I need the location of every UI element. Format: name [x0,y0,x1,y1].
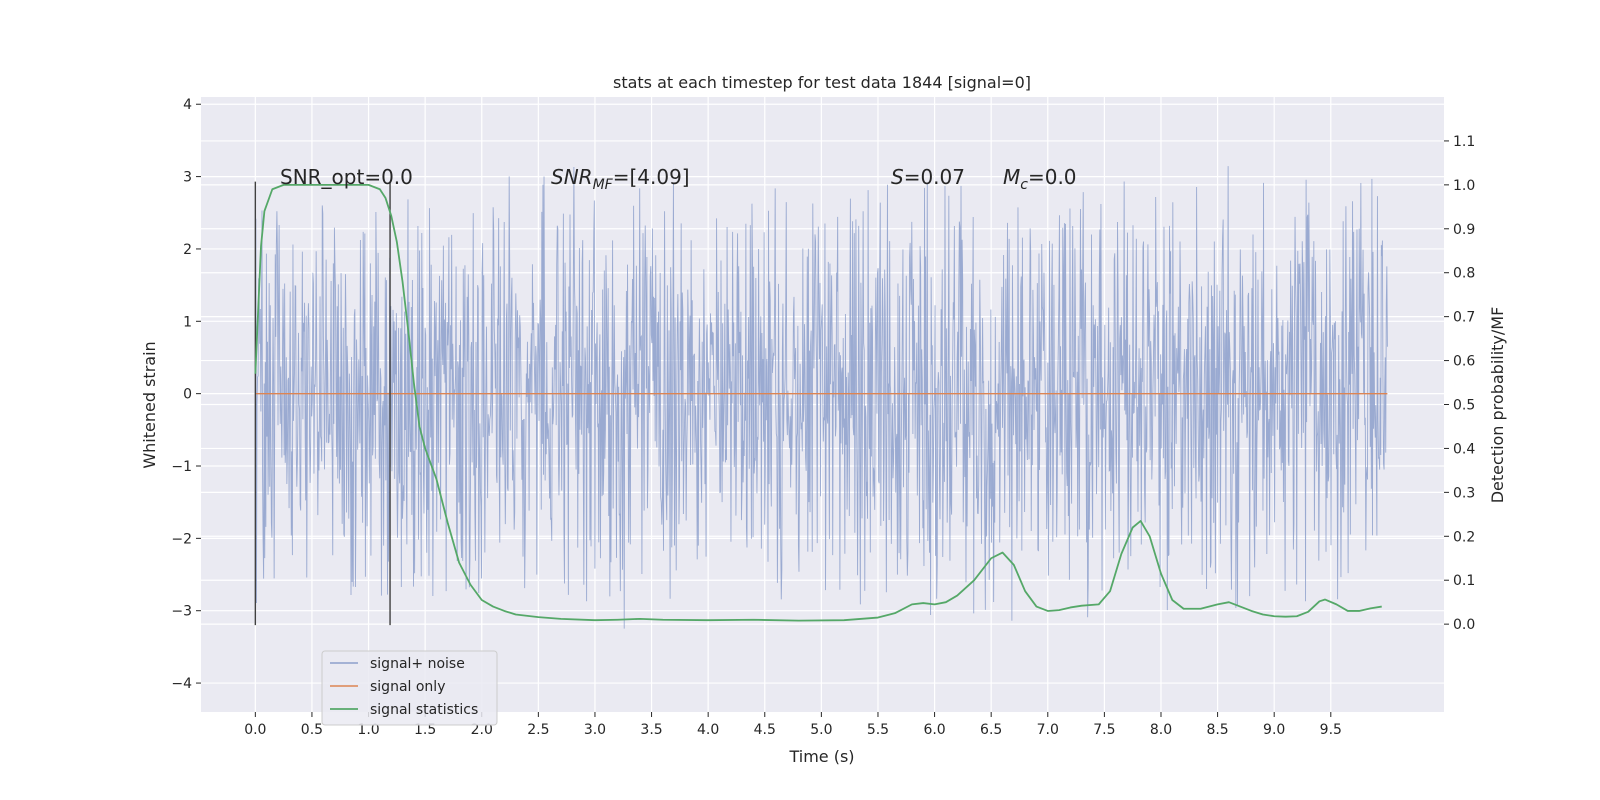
y-axis-ticks: 4 3 2 1 0 −1 −2 −3 −4 [171,97,201,692]
annotation-s-symbol: S [891,165,904,189]
annotation-mc-sub: c [1020,177,1028,193]
y-tick-label: 4 [183,97,192,113]
y-right-tick-label: 0.0 [1453,617,1475,633]
x-tick-label: 7.0 [1037,722,1059,738]
y-right-tick-label: 0.8 [1453,266,1475,282]
y-right-tick-label: 0.6 [1453,354,1475,370]
vertical-markers [254,181,391,626]
annotation-snr-opt: SNR_opt=0.0 [280,165,413,189]
y-right-tick-label: 1.1 [1453,134,1475,150]
x-tick-label: 7.5 [1093,722,1115,738]
x-tick-label: 9.5 [1320,722,1342,738]
annotation-s-value: =0.07 [904,165,965,189]
x-tick-label: 5.5 [867,722,889,738]
legend-box [321,650,498,726]
annotation-s: S=0.07 [891,165,965,189]
annotation-snr-mf-symbol: SNR [551,165,593,189]
x-tick-label: 3.0 [584,722,606,738]
x-tick-label: 0.0 [244,722,266,738]
x-tick-label: 4.5 [754,722,776,738]
x-tick-label: 6.5 [980,722,1002,738]
annotation-mc-value: =0.0 [1028,165,1077,189]
legend: signal+ noise signal only signal statist… [321,650,498,726]
x-tick-label: 4.0 [697,722,719,738]
y-right-axis-label: Detection probability/MF [1488,307,1507,504]
y-tick-label: −4 [171,676,192,692]
annotation-snr-mf-sub: MF [593,177,614,193]
legend-label-signal-statistics: signal statistics [370,702,478,718]
x-tick-label: 1.5 [414,722,436,738]
y-right-tick-label: 0.1 [1453,573,1475,589]
annotation-mc-symbol: M [1003,165,1020,189]
x-tick-label: 0.5 [301,722,323,738]
x-tick-label: 8.5 [1206,722,1228,738]
y-tick-label: 3 [183,170,192,186]
series-signal-statistics [254,183,1382,622]
x-tick-label: 9.0 [1263,722,1285,738]
y-tick-label: 1 [183,314,192,330]
x-tick-label: 2.0 [471,722,493,738]
x-tick-label: 5.0 [810,722,832,738]
y-right-tick-label: 1.0 [1453,178,1475,194]
x-tick-label: 2.5 [527,722,549,738]
y-right-tick-label: 0.3 [1453,485,1475,501]
y-axis-label: Whitened strain [140,341,159,468]
y-right-axis-ticks: 1.1 1.0 0.9 0.8 0.7 0.6 0.5 0.4 0.3 0.2 0.1 0.0 [1444,134,1475,633]
y-tick-label: 0 [183,387,192,403]
y-tick-label: 2 [183,242,192,258]
y-right-tick-label: 0.5 [1453,398,1475,414]
y-right-tick-label: 0.9 [1453,222,1475,238]
x-tick-label: 6.0 [923,722,945,738]
y-tick-label: −1 [171,459,192,475]
x-tick-label: 3.5 [640,722,662,738]
annotation-mc: Mc=0.0 [1003,165,1077,193]
x-tick-label: 1.0 [357,722,379,738]
legend-label-signal-only: signal only [370,679,445,695]
series-signal-noise [254,166,1388,629]
signal-statistics-line [254,183,1382,622]
x-tick-label: 8.0 [1150,722,1172,738]
legend-label-signal-noise: signal+ noise [370,656,465,672]
y-right-tick-label: 0.7 [1453,310,1475,326]
y-right-tick-label: 0.4 [1453,441,1475,457]
x-axis-ticks: 0.0 0.5 1.0 1.5 2.0 2.5 3.0 3.5 4.0 4.5 5.0 5.5 6.0 6… [244,712,1342,738]
x-axis-label: Time (s) [788,747,854,766]
y-tick-label: −3 [171,604,192,620]
annotation-snr-mf-value: =[4.09] [613,165,690,189]
y-right-tick-label: 0.2 [1453,529,1475,545]
signal-noise-line [254,166,1388,629]
y-tick-label: −2 [171,531,192,547]
chart-title: stats at each timestep for test data 184… [613,73,1031,92]
annotation-snr-mf: SNRMF=[4.09] [551,165,690,193]
